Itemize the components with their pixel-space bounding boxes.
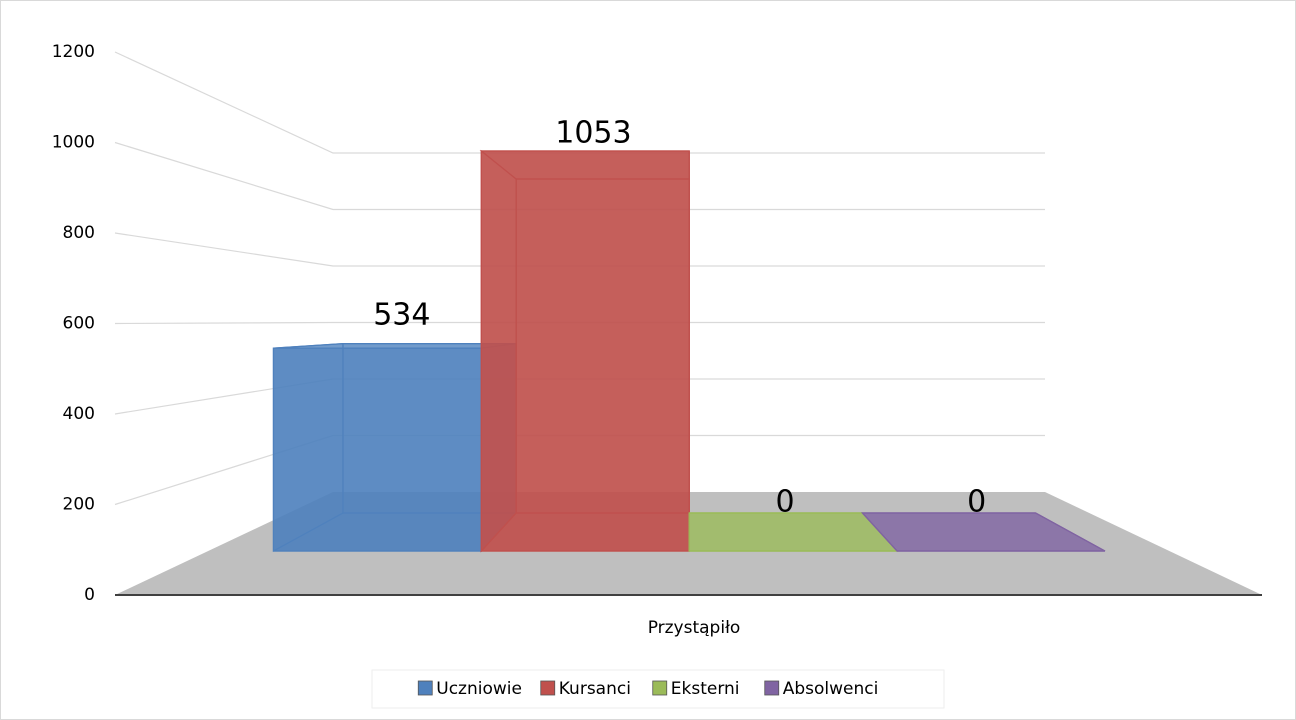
bar-face bbox=[272, 347, 482, 552]
legend-label: Kursanci bbox=[559, 679, 631, 699]
grid-line bbox=[114, 232, 1045, 267]
y-tick-label: 400 bbox=[63, 404, 95, 424]
y-tick-label: 1200 bbox=[52, 42, 95, 62]
data-label: 534 bbox=[373, 298, 430, 333]
x-tick-label: Przystąpiło bbox=[648, 618, 741, 638]
data-label: 0 bbox=[775, 485, 794, 520]
legend-label: Uczniowie bbox=[436, 679, 522, 699]
legend-swatch bbox=[652, 680, 668, 696]
legend-label: Absolwenci bbox=[783, 679, 879, 699]
legend-swatch bbox=[764, 680, 780, 696]
y-tick-label: 600 bbox=[63, 314, 95, 334]
data-label: 0 bbox=[967, 485, 986, 520]
legend-swatch bbox=[540, 680, 556, 696]
legend-label: Eksterni bbox=[671, 679, 740, 699]
bar-face bbox=[480, 150, 690, 552]
grid-line bbox=[114, 321, 1045, 325]
y-tick-label: 0 bbox=[84, 585, 95, 605]
data-label: 1053 bbox=[555, 116, 631, 151]
grid-line bbox=[114, 51, 1045, 154]
grid-line bbox=[114, 141, 1045, 211]
legend-swatch bbox=[417, 680, 433, 696]
y-tick-label: 1000 bbox=[52, 133, 95, 153]
y-tick-label: 200 bbox=[63, 495, 95, 515]
y-tick-label: 800 bbox=[63, 223, 95, 243]
